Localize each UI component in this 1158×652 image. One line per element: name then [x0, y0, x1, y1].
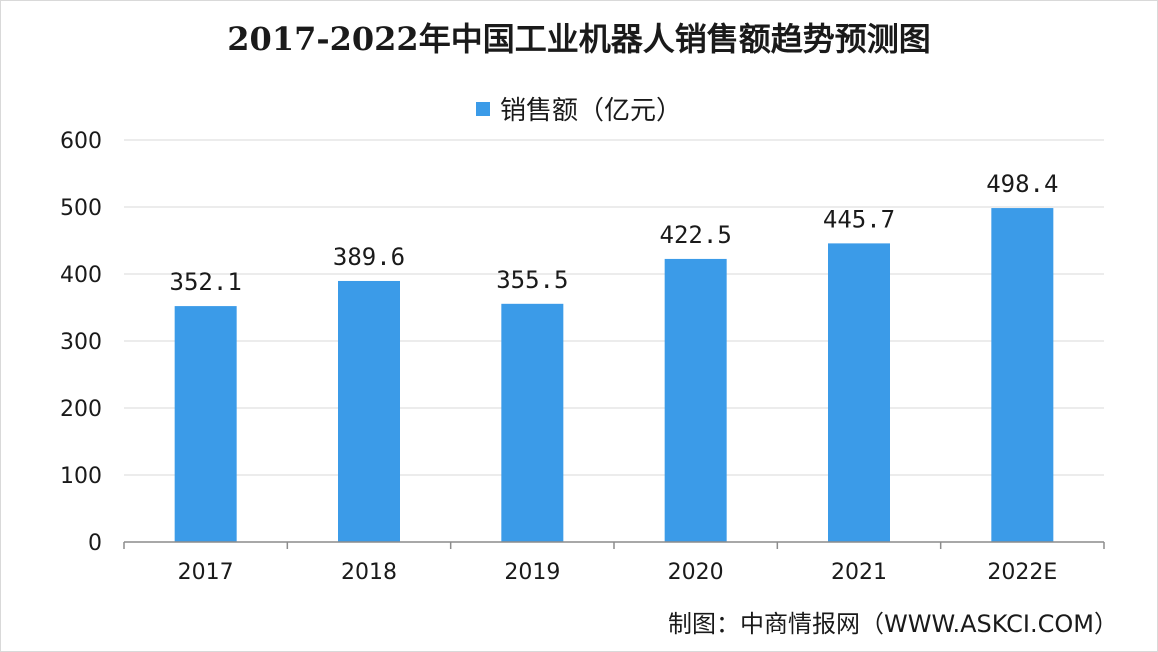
data-label: 445.7 [823, 205, 895, 233]
x-tick-label: 2019 [504, 560, 560, 585]
chart-title: 2017-2022年中国工业机器人销售额趋势预测图 [227, 20, 931, 58]
bar [991, 208, 1054, 542]
y-tick-label: 400 [60, 263, 102, 288]
x-tick-label: 2022E [987, 560, 1057, 585]
data-label: 389.6 [333, 243, 405, 271]
y-tick-label: 0 [88, 531, 102, 556]
bar [828, 243, 890, 543]
y-tick-label: 200 [60, 397, 102, 422]
data-label: 498.4 [986, 170, 1058, 198]
x-tick-label: 2018 [341, 560, 397, 585]
data-label: 422.5 [660, 221, 732, 249]
bar [338, 280, 400, 542]
x-tick-label: 2021 [831, 560, 887, 585]
legend-label: 销售额（亿元） [499, 96, 682, 126]
bar [664, 258, 727, 542]
legend: 销售额（亿元） [0, 90, 1158, 127]
x-tick-label: 2020 [668, 560, 724, 585]
source-credit: 制图：中商情报网（WWW.ASKCI.COM） [668, 610, 1118, 638]
data-label: 355.5 [496, 266, 568, 294]
data-label: 352.1 [170, 268, 242, 296]
x-axis: 2017 2018 2019 2020 2021 2022E [123, 541, 1105, 585]
legend-swatch [475, 101, 490, 116]
data-labels: 352.1 389.6 355.5 422.5 445.7 498.4 [170, 170, 1059, 296]
y-tick-label: 600 [60, 129, 102, 154]
bar [501, 303, 564, 542]
y-tick-label: 500 [60, 196, 102, 221]
y-tick-label: 100 [60, 464, 102, 489]
gridlines [124, 139, 1104, 476]
bar [174, 306, 237, 542]
bars [174, 208, 1054, 543]
y-axis: 0 100 200 300 400 500 600 [60, 129, 102, 556]
x-tick-label: 2017 [178, 560, 234, 585]
y-tick-label: 300 [60, 330, 102, 355]
